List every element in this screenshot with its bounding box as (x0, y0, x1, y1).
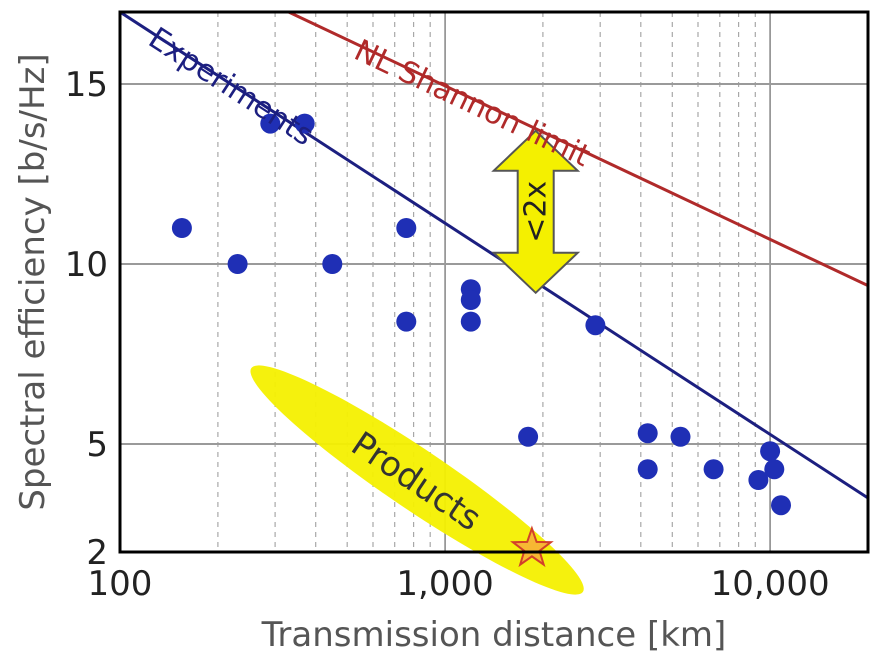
tick-labels: 100 1,000 10,000 2 5 10 15 (65, 65, 830, 604)
data-point (760, 441, 781, 462)
ratio-label: <2x (519, 181, 554, 243)
data-point (260, 113, 281, 134)
data-point (637, 459, 658, 480)
y-axis-label: Spectral efficiency [b/s/Hz] (13, 53, 53, 510)
shannon-limit-label: NL Shannon limit (349, 33, 596, 174)
y-tick-label: 15 (65, 65, 108, 105)
x-tick-label: 100 (88, 564, 153, 604)
x-tick-label: 1,000 (396, 564, 493, 604)
data-point (171, 218, 192, 238)
experiments-label: Experiments (142, 21, 320, 153)
shannon-limit-line (287, 10, 869, 287)
data-point (670, 426, 691, 447)
data-point (703, 459, 724, 480)
data-point (585, 315, 606, 336)
x-tick-label: 10,000 (711, 564, 830, 604)
data-point (518, 426, 539, 447)
data-point (748, 470, 769, 490)
x-axis-label: Transmission distance [km] (261, 615, 727, 655)
data-point (460, 290, 481, 310)
data-point (460, 311, 481, 332)
experiments-trend-line (119, 10, 869, 500)
plot-frame (118, 10, 870, 554)
data-point (294, 113, 315, 134)
double-arrow-icon (491, 129, 581, 295)
data-point (771, 495, 791, 516)
data-point (322, 254, 343, 274)
data-point (764, 459, 785, 480)
data-points (171, 113, 791, 516)
y-tick-label: 5 (86, 425, 108, 465)
data-point (637, 423, 658, 444)
star-icon (510, 525, 554, 568)
products-ellipse (250, 365, 584, 595)
data-point (227, 254, 248, 274)
ratio-arrow-layer: <2x (491, 129, 581, 295)
trend-lines (119, 10, 869, 500)
y-tick-label: 10 (65, 245, 108, 285)
y-tick-label: 2 (86, 533, 108, 573)
data-point (396, 311, 417, 332)
data-point (396, 218, 417, 238)
